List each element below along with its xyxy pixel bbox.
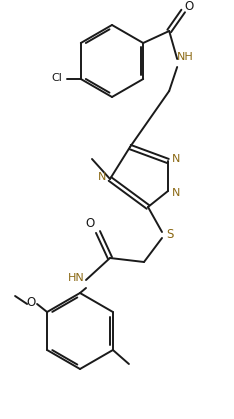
Text: O: O: [26, 295, 36, 308]
Text: Cl: Cl: [51, 73, 62, 83]
Text: O: O: [85, 217, 95, 230]
Text: NH: NH: [177, 52, 194, 62]
Text: HN: HN: [68, 273, 84, 283]
Text: S: S: [166, 228, 174, 241]
Text: N: N: [172, 188, 180, 198]
Text: N: N: [98, 172, 106, 182]
Text: N: N: [172, 154, 180, 164]
Text: O: O: [185, 0, 194, 13]
